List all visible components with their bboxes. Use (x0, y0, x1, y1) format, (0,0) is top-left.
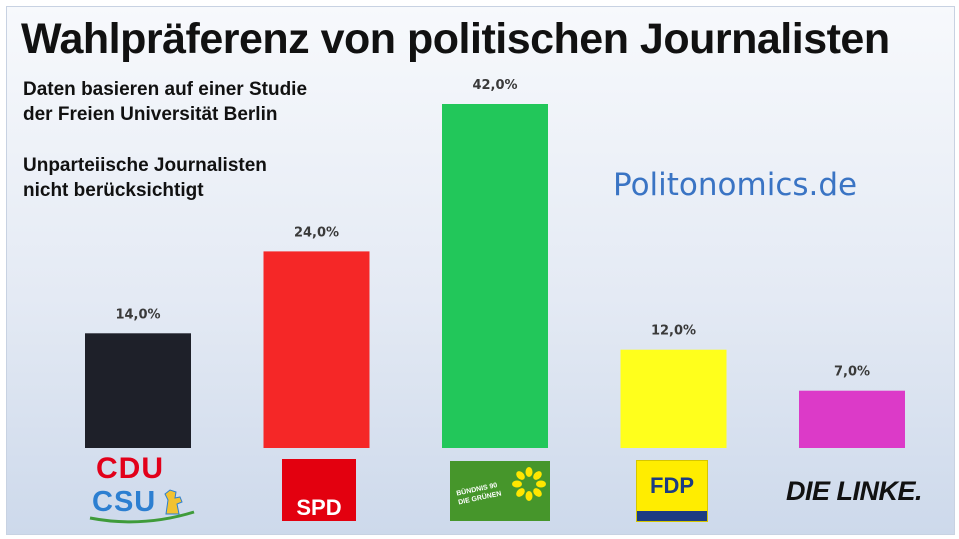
value-label-gruene: 42,0% (472, 78, 517, 93)
fdp-logo-text: FDP (650, 473, 694, 498)
gruene-logo: BÜNDNIS 90 DIE GRÜNEN (450, 461, 550, 521)
lion-icon (164, 489, 183, 515)
bar-cdu-csu (85, 333, 191, 448)
sunflower-icon (512, 467, 546, 501)
value-label-linke: 7,0% (834, 365, 870, 380)
fdp-logo-band (637, 511, 707, 521)
exclusion-note-line-2: nicht berücksichtigt (23, 180, 204, 201)
study-note-line-1: Daten basieren auf einer Studie (23, 79, 308, 100)
gruene-logo-text: BÜNDNIS 90 DIE GRÜNEN (456, 481, 503, 508)
cdu-csu-logo: CDU CSU (76, 452, 206, 524)
bar-fdp (620, 349, 727, 448)
study-note: Daten basieren auf einer Studie der Frei… (23, 77, 307, 127)
csu-logo-text: CSU (92, 486, 157, 518)
linke-logo-text: DIE LINKE. (786, 476, 923, 506)
value-label-cdu-csu: 14,0% (115, 307, 160, 322)
chart-title: Wahlpräferenz von politischen Journalist… (21, 15, 890, 63)
value-label-fdp: 12,0% (651, 324, 696, 339)
spd-logo-text: SPD (296, 495, 342, 520)
bar-linke (799, 390, 905, 448)
linke-logo: DIE LINKE. (782, 474, 932, 510)
source-brand: Politonomics.de (613, 167, 858, 203)
bar-gruene (442, 104, 548, 448)
swoosh-icon (89, 510, 195, 524)
exclusion-note-line-1: Unparteiische Journalisten (23, 155, 267, 176)
study-note-line-2: der Freien Universität Berlin (23, 104, 278, 125)
exclusion-note: Unparteiische Journalisten nicht berücks… (23, 153, 267, 203)
value-label-spd: 24,0% (294, 225, 339, 240)
fdp-logo: FDP (636, 460, 708, 522)
bar-spd (263, 251, 370, 448)
cdu-logo-text: CDU (96, 452, 164, 485)
spd-logo: SPD (282, 459, 356, 521)
